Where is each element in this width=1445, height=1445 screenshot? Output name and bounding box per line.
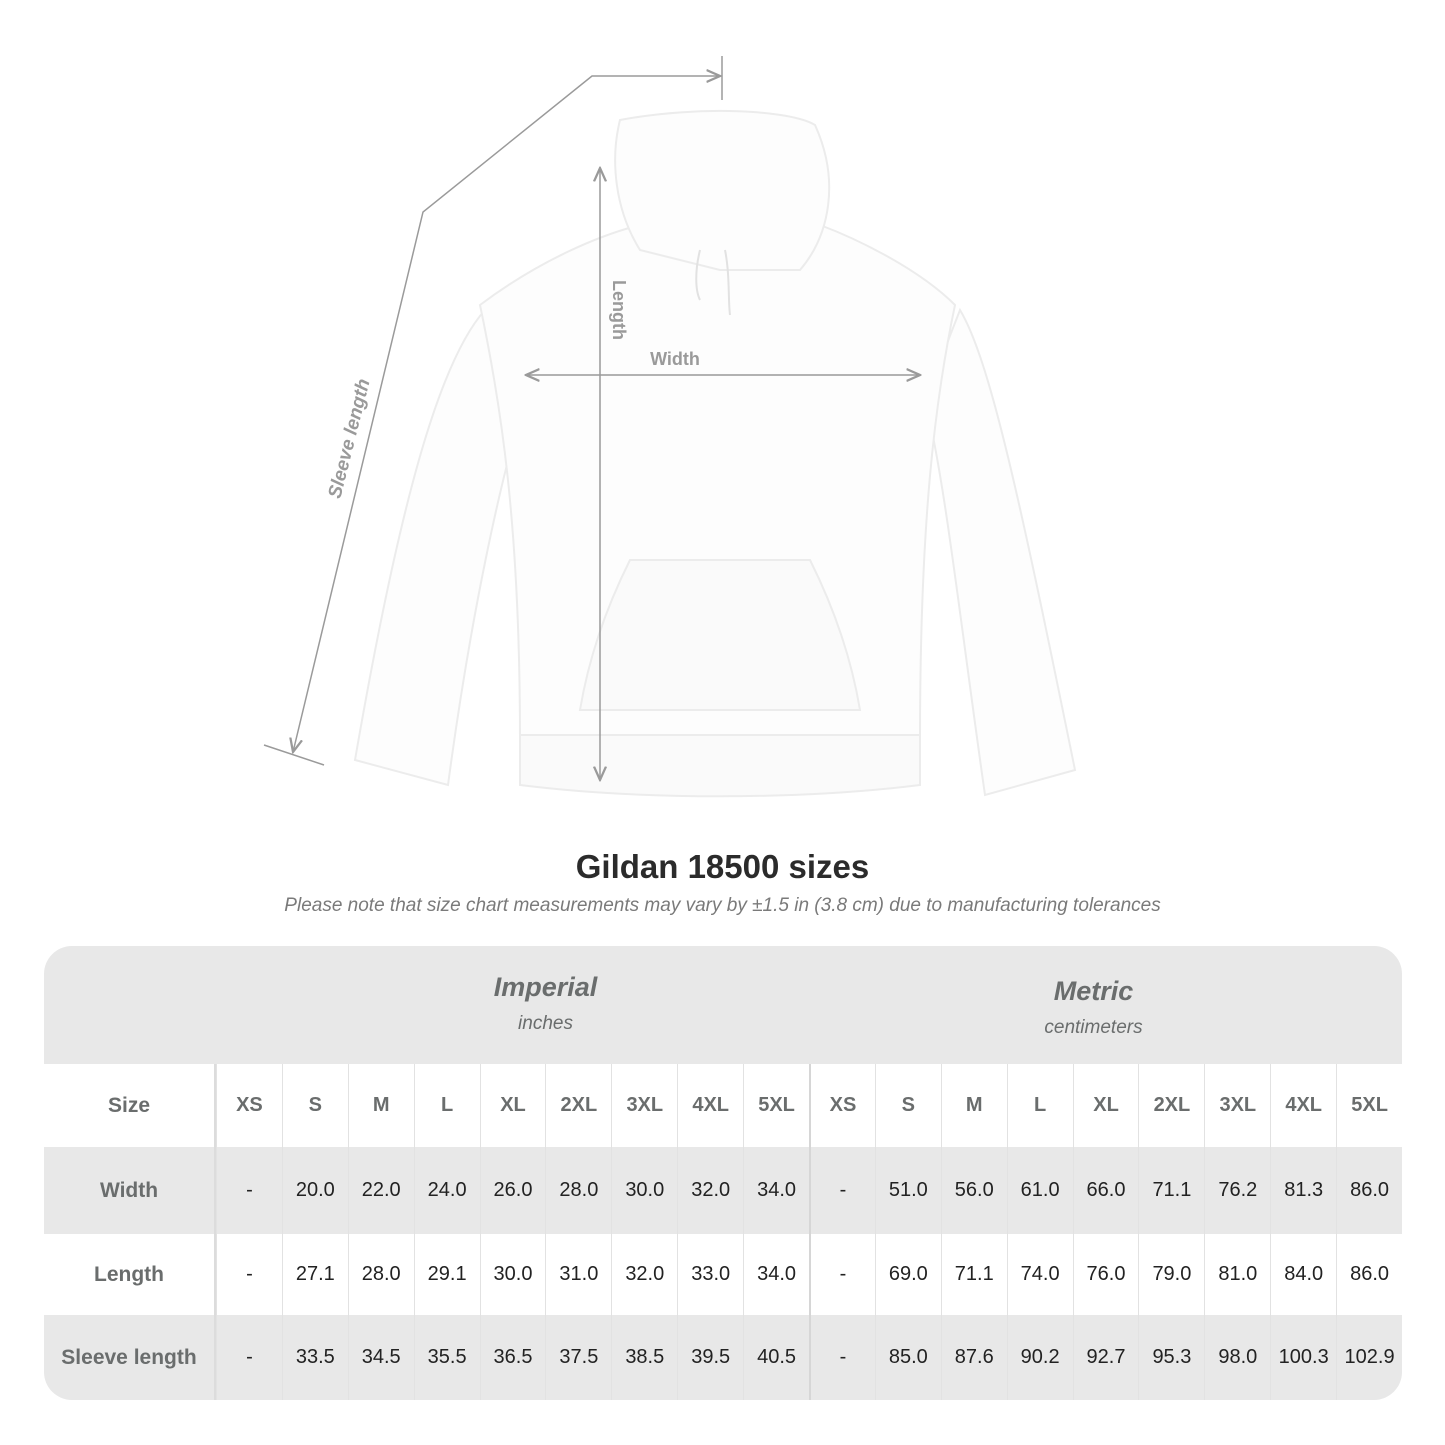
cell-imperial: - (216, 1234, 282, 1315)
width-label: Width (650, 349, 700, 369)
size-header-metric: M (940, 1064, 1007, 1147)
cell-imperial: 26.0 (479, 1147, 546, 1234)
cell-metric: 100.3 (1270, 1315, 1336, 1400)
cell-metric: 56.0 (940, 1147, 1007, 1234)
cell-imperial: 28.0 (545, 1147, 611, 1234)
cell-imperial: 27.1 (281, 1234, 348, 1315)
cell-metric: 69.0 (874, 1234, 941, 1315)
tolerance-note: Please note that size chart measurements… (284, 895, 1161, 916)
size-header-imperial: M (347, 1064, 414, 1147)
cell-metric: 86.0 (1336, 1234, 1402, 1315)
cell-metric: - (809, 1315, 875, 1400)
cell-metric: 90.2 (1006, 1315, 1073, 1400)
cell-imperial: 34.0 (743, 1147, 809, 1234)
cell-metric: 71.1 (940, 1234, 1007, 1315)
cell-metric: 61.0 (1006, 1147, 1073, 1234)
sleeve-length-line (293, 76, 720, 752)
size-header-metric: S (874, 1064, 941, 1147)
metric-header: Metric centimeters (809, 976, 1378, 1039)
imperial-header: Imperial inches (216, 972, 875, 1035)
cell-imperial: 24.0 (413, 1147, 480, 1234)
cell-metric: 85.0 (874, 1315, 941, 1400)
size-header-imperial: L (413, 1064, 480, 1147)
imperial-unit: inches (518, 1013, 573, 1034)
size-header-imperial: 4XL (677, 1064, 743, 1147)
cell-imperial: - (216, 1315, 282, 1400)
cell-metric: 87.6 (940, 1315, 1007, 1400)
cell-metric: 79.0 (1138, 1234, 1204, 1315)
table-row: Sleeve length -33.5 34.5 35.5 36.5 37.5 38.5 39… (44, 1315, 1402, 1400)
cell-metric: 81.3 (1270, 1147, 1336, 1234)
size-header-imperial: 2XL (545, 1064, 611, 1147)
imperial-title: Imperial (493, 972, 598, 1002)
cell-metric: 74.0 (1006, 1234, 1073, 1315)
cell-metric: 76.0 (1072, 1234, 1139, 1315)
size-header-imperial: XL (479, 1064, 546, 1147)
cell-imperial: 20.0 (281, 1147, 348, 1234)
cell-metric: 71.1 (1138, 1147, 1204, 1234)
cell-metric: 86.0 (1336, 1147, 1402, 1234)
cell-imperial: 28.0 (347, 1234, 414, 1315)
table-row: Width -20.0 22.0 24.0 26.0 28.0 30.0 32.0 34.0-5… (44, 1147, 1402, 1234)
size-header-imperial: 5XL (743, 1064, 809, 1147)
cell-imperial: 38.5 (611, 1315, 677, 1400)
size-header-imperial: S (281, 1064, 348, 1147)
hoodie-illustration (353, 109, 1077, 798)
size-header-metric: 4XL (1270, 1064, 1336, 1147)
measurement-lines (263, 56, 920, 780)
cell-imperial: 37.5 (545, 1315, 611, 1400)
cell-imperial: 39.5 (677, 1315, 743, 1400)
metric-unit: centimeters (1044, 1017, 1143, 1038)
cell-imperial: 22.0 (347, 1147, 414, 1234)
size-header-imperial: XS (216, 1064, 282, 1147)
cell-imperial: 34.5 (347, 1315, 414, 1400)
length-label: Length (609, 280, 629, 340)
size-header-metric: 5XL (1336, 1064, 1402, 1147)
cell-metric: 92.7 (1072, 1315, 1139, 1400)
cell-metric: 102.9 (1336, 1315, 1402, 1400)
cell-imperial: 30.0 (479, 1234, 546, 1315)
cell-metric: 76.2 (1204, 1147, 1270, 1234)
size-header-row: Size XS S M L XL 2XL 3XL 4XL 5XL XS S M L XL 2XL 3XL 4XL 5… (44, 1064, 1402, 1147)
cell-metric: 81.0 (1204, 1234, 1270, 1315)
cell-imperial: 34.0 (743, 1234, 809, 1315)
size-header-imperial: 3XL (611, 1064, 677, 1147)
cell-metric: 51.0 (874, 1147, 941, 1234)
size-header-metric: XS (809, 1064, 875, 1147)
cell-imperial: 35.5 (413, 1315, 480, 1400)
cell-imperial: - (216, 1147, 282, 1234)
cell-metric: - (809, 1147, 875, 1234)
size-header-metric: XL (1072, 1064, 1139, 1147)
cell-imperial: 31.0 (545, 1234, 611, 1315)
cell-metric: 84.0 (1270, 1234, 1336, 1315)
row-label: Size (44, 1064, 216, 1147)
size-header-metric: L (1006, 1064, 1073, 1147)
page-title: Gildan 18500 sizes (575, 848, 870, 885)
table-row: Length -27.1 28.0 29.1 30.0 31.0 32.0 33.0 34.0-… (44, 1234, 1402, 1315)
sleeve-length-label: Sleeve length (325, 377, 375, 501)
size-table: Imperial inches Metric centimeters Size X… (44, 946, 1402, 1400)
row-label: Sleeve length (44, 1315, 216, 1400)
size-header-metric: 3XL (1204, 1064, 1270, 1147)
cell-metric: 66.0 (1072, 1147, 1139, 1234)
cell-imperial: 32.0 (677, 1147, 743, 1234)
cell-imperial: 36.5 (479, 1315, 546, 1400)
cell-metric: 98.0 (1204, 1315, 1270, 1400)
size-header-metric: 2XL (1138, 1064, 1204, 1147)
row-label: Length (44, 1234, 216, 1315)
cell-imperial: 32.0 (611, 1234, 677, 1315)
cell-imperial: 40.5 (743, 1315, 809, 1400)
cell-metric: 95.3 (1138, 1315, 1204, 1400)
cell-imperial: 33.5 (281, 1315, 348, 1400)
cell-metric: - (809, 1234, 875, 1315)
metric-title: Metric (1053, 976, 1134, 1006)
cell-imperial: 33.0 (677, 1234, 743, 1315)
hoodie-diagram: Sleeve length Length Width (263, 56, 1077, 798)
cell-imperial: 30.0 (611, 1147, 677, 1234)
row-label: Width (44, 1147, 216, 1234)
cell-imperial: 29.1 (413, 1234, 480, 1315)
unit-header-band (44, 946, 1402, 1064)
